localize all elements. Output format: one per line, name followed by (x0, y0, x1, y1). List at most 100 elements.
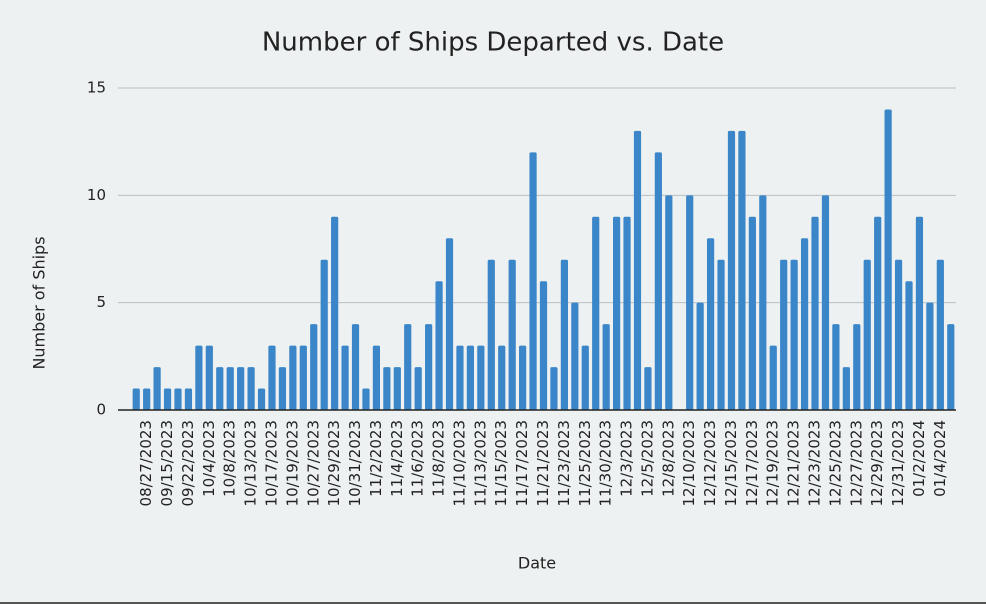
bar (759, 195, 767, 410)
x-tick-label: 11/23/2023 (555, 420, 573, 506)
x-tick-label: 09/22/2023 (179, 420, 197, 506)
bar (383, 367, 391, 410)
bar (477, 345, 485, 410)
bar (560, 259, 568, 410)
bar (727, 130, 736, 410)
bar (163, 388, 172, 410)
y-tick-label: 15 (87, 79, 106, 97)
x-tick-label: 11/15/2023 (492, 420, 510, 506)
x-axis-label: Date (518, 554, 556, 573)
x-tick-label: 11/25/2023 (576, 420, 594, 506)
bar (529, 152, 537, 410)
bar (832, 324, 840, 410)
bar (299, 345, 307, 410)
bar (143, 388, 151, 410)
x-tick-label: 12/8/2023 (659, 420, 677, 497)
bar (811, 216, 819, 410)
bar (247, 367, 255, 410)
x-tick-label: 09/15/2023 (158, 420, 176, 506)
bar (602, 324, 610, 410)
bar (456, 345, 464, 410)
bar (425, 324, 433, 410)
bar (571, 302, 579, 410)
bar (174, 388, 182, 410)
x-tick-label: 11/13/2023 (471, 420, 489, 506)
x-tick-label: 12/21/2023 (785, 420, 803, 506)
bar (289, 345, 297, 410)
x-tick-label: 12/27/2023 (847, 420, 865, 506)
bar (853, 324, 861, 410)
bar (800, 238, 809, 410)
x-tick-label: 10/31/2023 (346, 420, 364, 506)
y-tick-label: 0 (96, 401, 106, 419)
bar (748, 216, 756, 410)
bar (926, 302, 934, 410)
bar (351, 324, 360, 410)
x-tick-label: 11/17/2023 (513, 420, 531, 506)
bar (623, 216, 631, 410)
bar (550, 367, 558, 410)
x-tick-label: 11/30/2023 (597, 420, 615, 506)
x-tick-label: 12/29/2023 (868, 420, 886, 506)
bar (195, 345, 203, 410)
bar (947, 324, 955, 410)
x-tick-label: 10/8/2023 (221, 420, 239, 497)
bar (863, 259, 871, 410)
bar (393, 367, 401, 410)
x-tick-label: 12/25/2023 (826, 420, 844, 506)
bar (310, 324, 318, 410)
x-tick-label: 12/5/2023 (638, 420, 656, 497)
bar (769, 345, 777, 410)
x-tick-label: 11/4/2023 (388, 420, 406, 497)
bar (278, 367, 287, 410)
bar (372, 345, 381, 410)
bar (706, 238, 715, 410)
x-tick-label: 10/13/2023 (242, 420, 260, 506)
bar (738, 130, 746, 410)
bar (915, 216, 924, 410)
x-tick-label: 12/17/2023 (743, 420, 761, 506)
bar (780, 259, 788, 410)
x-tick-label: 12/10/2023 (680, 420, 698, 506)
bar (341, 345, 349, 410)
bar (790, 259, 798, 410)
x-tick-label: 01/4/2024 (931, 420, 949, 497)
bar (487, 259, 495, 410)
x-tick-label: 10/19/2023 (283, 420, 301, 506)
bar (842, 367, 850, 410)
bar (404, 324, 412, 410)
x-tick-label: 11/2/2023 (367, 420, 385, 497)
x-tick-label: 12/15/2023 (722, 420, 740, 506)
x-tick-label: 11/8/2023 (430, 420, 448, 497)
bar (905, 281, 913, 410)
x-tick-label: 12/31/2023 (889, 420, 907, 506)
y-tick-label: 5 (96, 293, 106, 311)
x-tick-label: 12/12/2023 (701, 420, 719, 506)
bar (132, 388, 140, 410)
bar (581, 345, 589, 410)
bar (821, 195, 830, 410)
bar (613, 216, 621, 410)
bar (654, 152, 662, 410)
bar (268, 345, 276, 410)
bar (665, 195, 673, 410)
x-tick-label: 08/27/2023 (137, 420, 155, 506)
x-tick-label: 11/6/2023 (409, 420, 427, 497)
bar (153, 367, 161, 410)
bar (216, 367, 224, 410)
bar (226, 367, 234, 410)
bar (936, 259, 944, 410)
bar (414, 367, 422, 410)
x-tick-label: 12/23/2023 (806, 420, 824, 506)
bar (717, 259, 725, 410)
x-tick-label: 10/27/2023 (304, 420, 322, 506)
bar (696, 302, 704, 410)
x-tick-label: 10/17/2023 (262, 420, 280, 506)
x-tick-label: 11/10/2023 (450, 420, 468, 506)
x-tick-label: 11/21/2023 (534, 420, 552, 506)
bar (894, 259, 903, 410)
bar (184, 388, 193, 410)
bar (445, 238, 454, 410)
bar (633, 130, 642, 410)
bar (466, 345, 474, 410)
